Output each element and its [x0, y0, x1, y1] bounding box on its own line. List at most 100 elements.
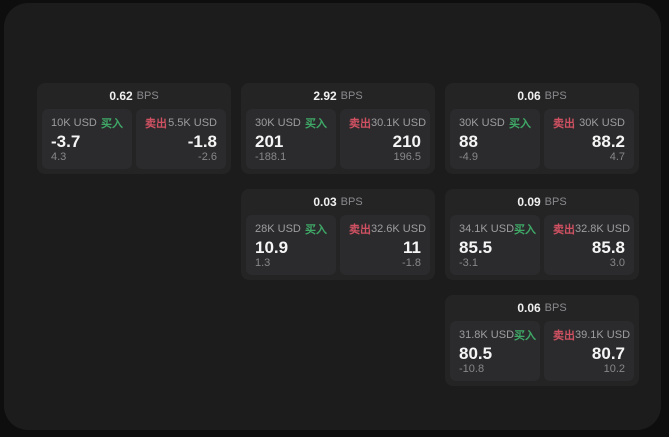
buy-side-label: 买入: [514, 330, 537, 342]
buy-price: 80.5: [459, 343, 493, 363]
sell-change-value: -2.6: [198, 151, 217, 163]
buy-side-label: 买入: [305, 224, 327, 236]
sell-side-label: 卖出: [553, 118, 575, 130]
quotes-panel: 0.62 BPS 10K USD 买入 -3.7 4.3 卖出 5.5K USD…: [4, 3, 661, 430]
buy-quote-panel[interactable]: 28K USD 买入 10.9 1.3: [246, 215, 336, 275]
sell-top-row: 卖出 39.1K USD: [553, 327, 630, 343]
buy-top-row: 28K USD 买入: [255, 221, 327, 237]
bps-spread-value: 0.09: [517, 195, 541, 209]
buy-top-row: 34.1K USD 买入: [459, 221, 536, 237]
sell-amount: 30.1K USD: [371, 117, 427, 129]
buy-quote-panel[interactable]: 10K USD 买入 -3.7 4.3: [42, 109, 132, 169]
bps-spread-value: 0.03: [313, 195, 337, 209]
sell-change-value: 3.0: [609, 257, 625, 269]
buy-amount: 31.8K USD: [459, 329, 515, 341]
quote-card: 0.03 BPS 28K USD 买入 10.9 1.3 卖出 32.6K US…: [241, 189, 435, 280]
bps-spread-value: 2.92: [313, 89, 337, 103]
card-header: 0.03 BPS: [241, 189, 435, 215]
sell-quote-panel[interactable]: 卖出 32.8K USD 85.8 3.0: [544, 215, 634, 275]
buy-top-row: 30K USD 买入: [255, 115, 327, 131]
buy-amount: 30K USD: [255, 117, 301, 129]
buy-change-value: -4.9: [459, 151, 478, 163]
buy-top-row: 30K USD 买入: [459, 115, 531, 131]
quote-card: 0.06 BPS 31.8K USD 买入 80.5 -10.8 卖出 39.1…: [445, 295, 639, 386]
bps-spread-value: 0.06: [517, 89, 541, 103]
sell-top-row: 卖出 5.5K USD: [145, 115, 217, 131]
quote-card: 2.92 BPS 30K USD 买入 201 -188.1 卖出 30.1K …: [241, 83, 435, 174]
sell-side-label: 卖出: [145, 118, 167, 130]
bps-unit-label: BPS: [544, 196, 567, 208]
sell-quote-panel[interactable]: 卖出 5.5K USD -1.8 -2.6: [136, 109, 226, 169]
buy-price: 85.5: [459, 237, 493, 257]
buy-top-row: 10K USD 买入: [51, 115, 123, 131]
bps-unit-label: BPS: [544, 90, 567, 102]
card-header: 0.09 BPS: [445, 189, 639, 215]
sell-top-row: 卖出 32.8K USD: [553, 221, 630, 237]
sell-amount: 30K USD: [579, 117, 625, 129]
sell-quote-panel[interactable]: 卖出 32.6K USD 11 -1.8: [340, 215, 430, 275]
bps-spread-value: 0.06: [517, 301, 541, 315]
cards-grid: 0.62 BPS 10K USD 买入 -3.7 4.3 卖出 5.5K USD…: [37, 83, 639, 386]
sell-top-row: 卖出 32.6K USD: [349, 221, 426, 237]
buy-side-label: 买入: [509, 118, 531, 130]
card-body: 30K USD 买入 88 -4.9 卖出 30K USD 88.2 4.7: [445, 109, 639, 174]
card-header: 0.06 BPS: [445, 83, 639, 109]
sell-price: -1.8: [187, 131, 217, 151]
card-body: 10K USD 买入 -3.7 4.3 卖出 5.5K USD -1.8 -2.…: [37, 109, 231, 174]
sell-price: 210: [392, 131, 421, 151]
card-body: 30K USD 买入 201 -188.1 卖出 30.1K USD 210 1…: [241, 109, 435, 174]
buy-change-value: -10.8: [459, 363, 485, 375]
bps-unit-label: BPS: [340, 90, 363, 102]
buy-side-label: 买入: [514, 224, 537, 236]
sell-quote-panel[interactable]: 卖出 39.1K USD 80.7 10.2: [544, 321, 634, 381]
quote-card: 0.06 BPS 30K USD 买入 88 -4.9 卖出 30K USD 8…: [445, 83, 639, 174]
sell-amount: 39.1K USD: [575, 329, 631, 341]
buy-change-value: -188.1: [255, 151, 287, 163]
sell-side-label: 卖出: [349, 118, 371, 130]
sell-side-label: 卖出: [553, 330, 575, 342]
sell-change-value: -1.8: [402, 257, 421, 269]
buy-price: -3.7: [51, 131, 81, 151]
sell-amount: 5.5K USD: [168, 117, 217, 129]
quote-card: 0.62 BPS 10K USD 买入 -3.7 4.3 卖出 5.5K USD…: [37, 83, 231, 174]
sell-change-value: 10.2: [603, 363, 625, 375]
sell-change-value: 4.7: [609, 151, 625, 163]
buy-quote-panel[interactable]: 34.1K USD 买入 85.5 -3.1: [450, 215, 540, 275]
buy-amount: 30K USD: [459, 117, 505, 129]
card-body: 28K USD 买入 10.9 1.3 卖出 32.6K USD 11 -1.8: [241, 215, 435, 280]
sell-side-label: 卖出: [553, 224, 575, 236]
buy-quote-panel[interactable]: 31.8K USD 买入 80.5 -10.8: [450, 321, 540, 381]
sell-price: 88.2: [591, 131, 625, 151]
buy-quote-panel[interactable]: 30K USD 买入 201 -188.1: [246, 109, 336, 169]
sell-top-row: 卖出 30.1K USD: [349, 115, 426, 131]
sell-change-value: 196.5: [393, 151, 421, 163]
sell-quote-panel[interactable]: 卖出 30K USD 88.2 4.7: [544, 109, 634, 169]
sell-price: 11: [403, 237, 421, 257]
buy-price: 88: [459, 131, 478, 151]
buy-change-value: 1.3: [255, 257, 271, 269]
sell-quote-panel[interactable]: 卖出 30.1K USD 210 196.5: [340, 109, 430, 169]
buy-change-value: 4.3: [51, 151, 67, 163]
sell-side-label: 卖出: [349, 224, 371, 236]
card-body: 31.8K USD 买入 80.5 -10.8 卖出 39.1K USD 80.…: [445, 321, 639, 386]
buy-side-label: 买入: [101, 118, 123, 130]
bps-unit-label: BPS: [136, 90, 159, 102]
sell-price: 85.8: [591, 237, 625, 257]
sell-amount: 32.6K USD: [371, 223, 427, 235]
buy-amount: 28K USD: [255, 223, 301, 235]
buy-amount: 10K USD: [51, 117, 97, 129]
card-header: 2.92 BPS: [241, 83, 435, 109]
buy-quote-panel[interactable]: 30K USD 买入 88 -4.9: [450, 109, 540, 169]
buy-price: 201: [255, 131, 284, 151]
buy-side-label: 买入: [305, 118, 327, 130]
buy-amount: 34.1K USD: [459, 223, 515, 235]
buy-change-value: -3.1: [459, 257, 478, 269]
sell-amount: 32.8K USD: [575, 223, 631, 235]
buy-price: 10.9: [255, 237, 289, 257]
bps-spread-value: 0.62: [109, 89, 133, 103]
bps-unit-label: BPS: [340, 196, 363, 208]
card-body: 34.1K USD 买入 85.5 -3.1 卖出 32.8K USD 85.8…: [445, 215, 639, 280]
buy-top-row: 31.8K USD 买入: [459, 327, 536, 343]
card-header: 0.62 BPS: [37, 83, 231, 109]
bps-unit-label: BPS: [544, 302, 567, 314]
